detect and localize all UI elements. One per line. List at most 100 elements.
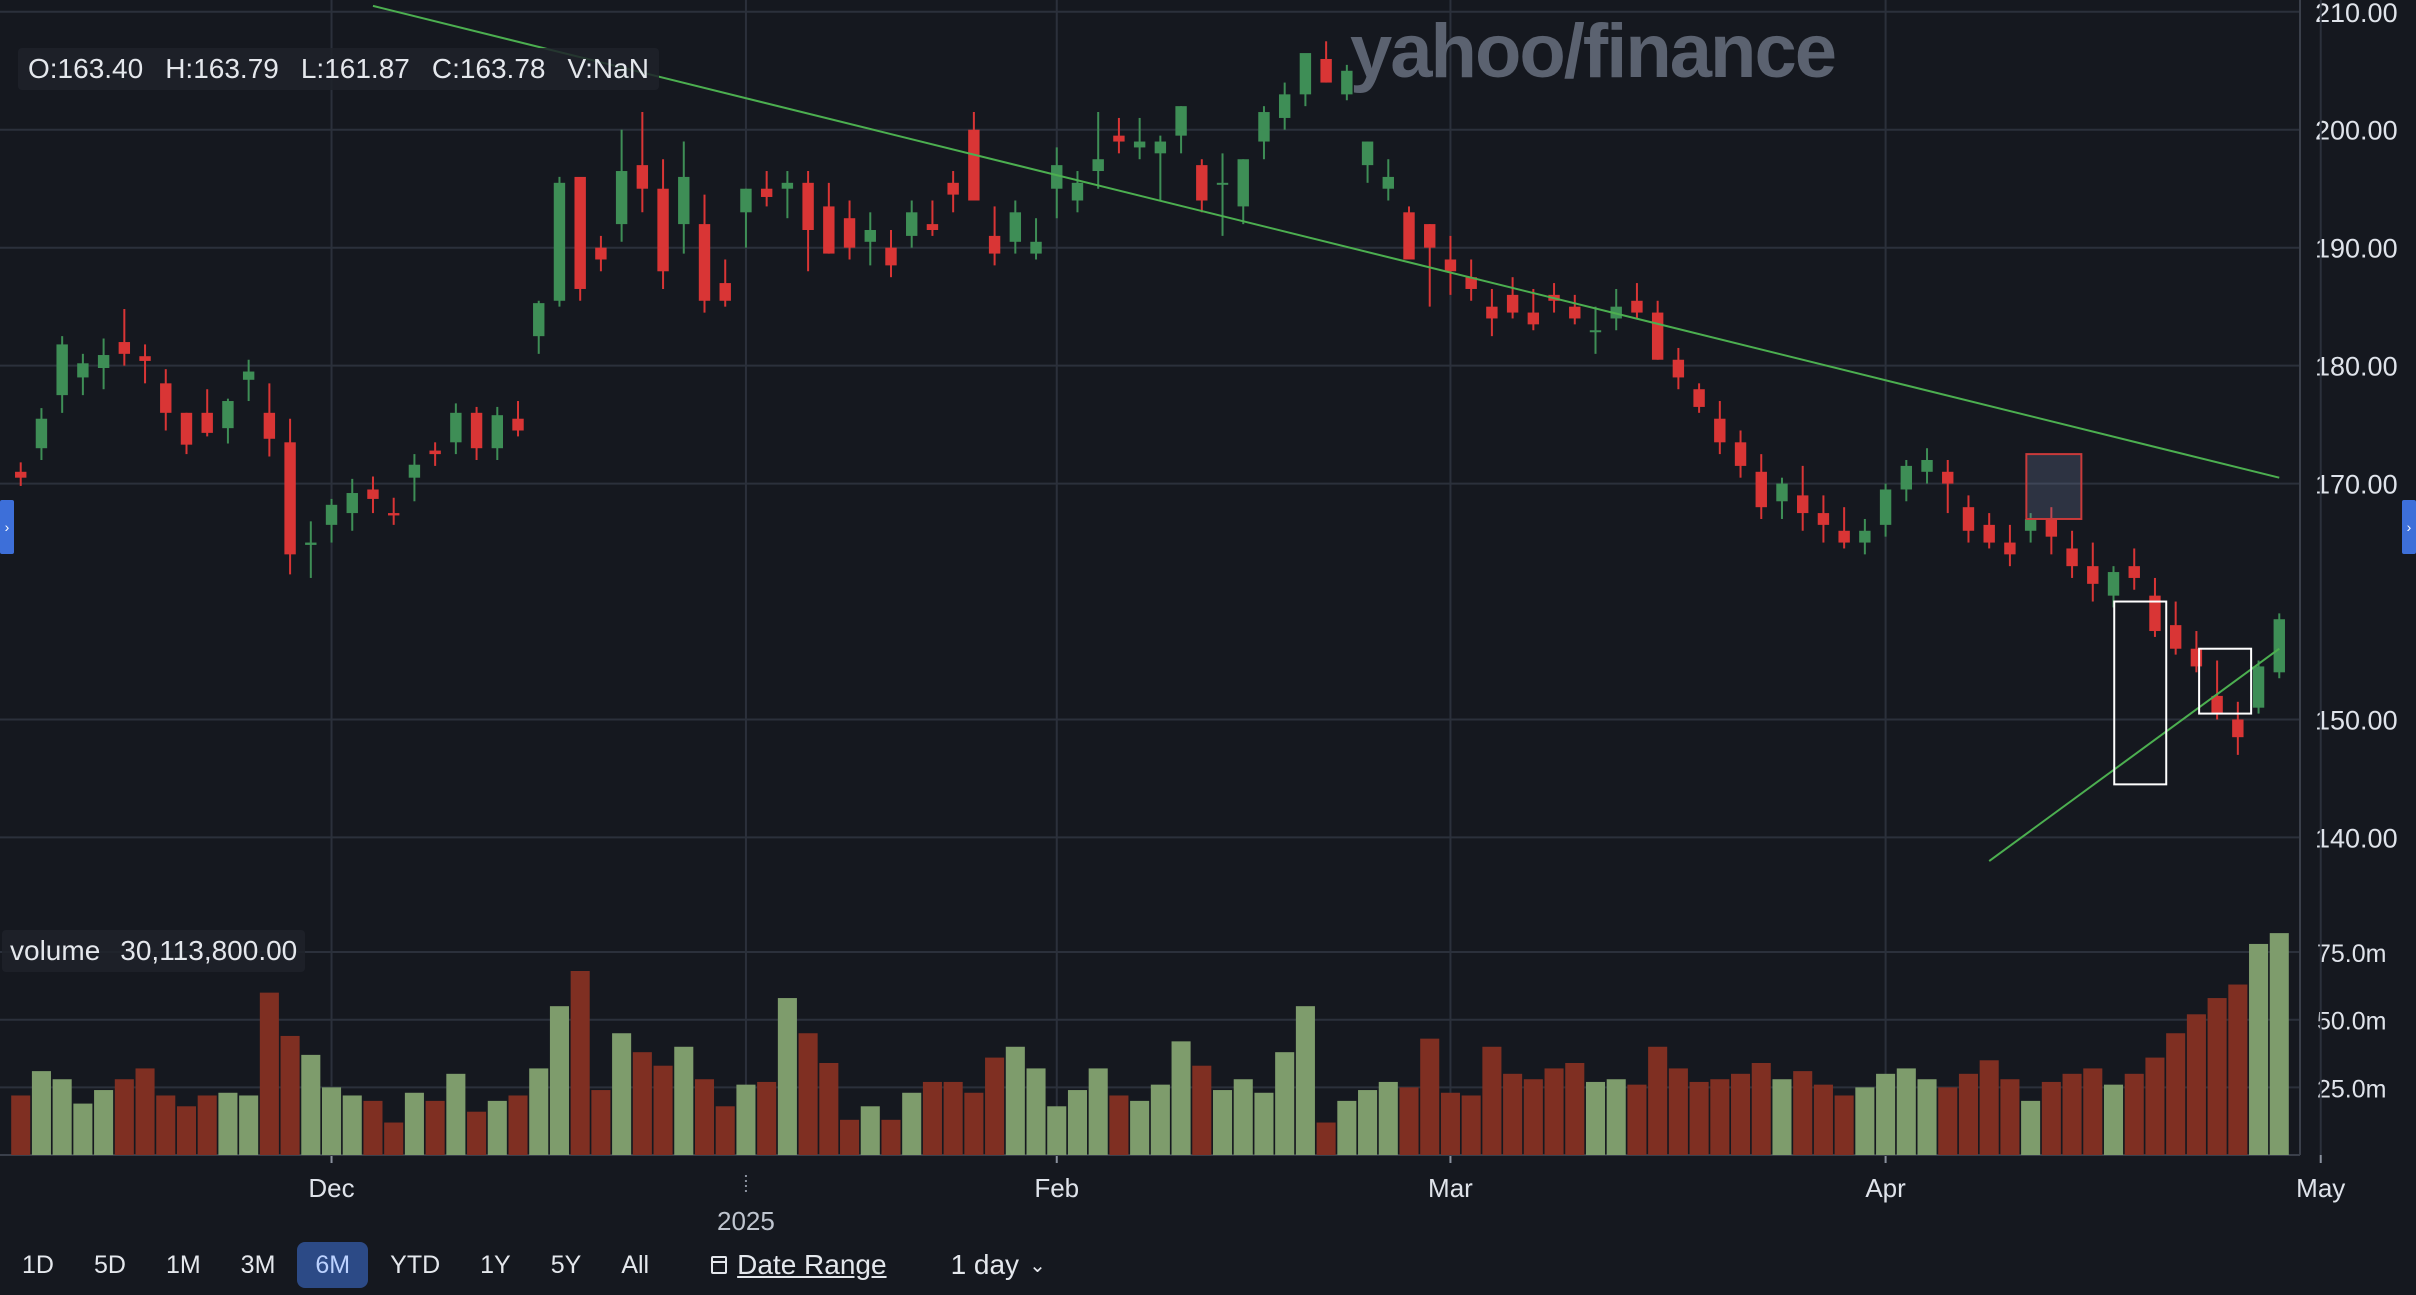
volume-bar bbox=[1606, 1079, 1626, 1155]
candle-body bbox=[906, 212, 918, 236]
volume-bar bbox=[259, 992, 279, 1155]
yahoo-finance-watermark: yahoo/finance bbox=[1350, 9, 1837, 94]
volume-bar bbox=[2083, 1068, 2103, 1155]
candle-body bbox=[1838, 530, 1850, 543]
volume-bar bbox=[1171, 1041, 1191, 1155]
range-1d-button[interactable]: 1D bbox=[22, 1250, 54, 1279]
range-ytd-button[interactable]: YTD bbox=[390, 1250, 441, 1279]
volume-bar bbox=[632, 1052, 652, 1155]
candle-body bbox=[1506, 294, 1519, 313]
volume-bar bbox=[1212, 1090, 1233, 1155]
trendline-ascending bbox=[1988, 647, 2280, 862]
volume-bar bbox=[591, 1090, 611, 1155]
interval-label: 1 day bbox=[950, 1249, 1020, 1280]
volume-bar bbox=[985, 1057, 1005, 1155]
candle-body bbox=[77, 363, 89, 378]
volume-bar bbox=[1461, 1095, 1481, 1155]
volume-bar bbox=[1855, 1087, 1875, 1155]
highlight-box bbox=[2025, 453, 2083, 520]
range-5d-button[interactable]: 5D bbox=[93, 1250, 126, 1279]
year-label: 2025 bbox=[717, 1206, 775, 1236]
volume-bar bbox=[653, 1065, 673, 1155]
volume-bar bbox=[404, 1092, 424, 1155]
volume-bar bbox=[922, 1081, 942, 1155]
volume-bar bbox=[1047, 1106, 1067, 1155]
interval-select[interactable]: 1 day ⌄ bbox=[951, 1249, 1046, 1281]
month-label: May bbox=[2296, 1173, 2345, 1203]
candle-body bbox=[450, 412, 462, 443]
candle-body bbox=[1320, 58, 1332, 83]
candle-body bbox=[2232, 719, 2244, 738]
volume-bar bbox=[342, 1095, 362, 1155]
volume-bar bbox=[487, 1100, 507, 1155]
candle-body bbox=[1154, 141, 1167, 154]
candle-body bbox=[346, 493, 358, 514]
volume-bar bbox=[570, 971, 590, 1155]
candle-body bbox=[1278, 94, 1291, 118]
candle-body bbox=[242, 371, 255, 380]
volume-bar bbox=[694, 1079, 715, 1155]
candle-body bbox=[512, 418, 524, 431]
volume-bar bbox=[135, 1068, 155, 1155]
candle-body bbox=[160, 383, 172, 413]
candle-body bbox=[1672, 359, 1685, 378]
candle-body bbox=[1569, 306, 1581, 319]
volume-bar bbox=[2000, 1079, 2020, 1155]
volume-bar bbox=[529, 1068, 549, 1155]
range-1m-button[interactable]: 1M bbox=[165, 1250, 201, 1279]
price-tick-label: 200.00 bbox=[2315, 116, 2398, 146]
candle-body bbox=[615, 171, 628, 225]
volume-bar bbox=[715, 1106, 735, 1155]
candle-body bbox=[636, 165, 649, 189]
range-all-button[interactable]: All bbox=[621, 1250, 650, 1279]
candle-body bbox=[139, 356, 151, 361]
candle-body bbox=[1693, 389, 1705, 407]
volume-bar bbox=[73, 1103, 93, 1155]
month-label: Mar bbox=[1428, 1173, 1473, 1203]
volume-bar bbox=[1585, 1081, 1606, 1155]
volume-legend: volume 30,113,800.00 bbox=[2, 930, 306, 972]
candle-body bbox=[201, 412, 213, 433]
range-3m-button[interactable]: 3M bbox=[240, 1250, 276, 1279]
candle-body bbox=[180, 412, 193, 445]
volume-bar bbox=[1523, 1079, 1543, 1155]
candle-body bbox=[1589, 330, 1602, 333]
chevron-down-icon: ⌄ bbox=[1029, 1254, 1046, 1277]
candle-body bbox=[1092, 159, 1104, 172]
right-panel-handle[interactable]: › bbox=[2402, 500, 2416, 554]
candle-body bbox=[1734, 442, 1747, 466]
volume-bar bbox=[11, 1095, 31, 1155]
range-6m-button[interactable]: 6M bbox=[297, 1242, 369, 1288]
candle-body bbox=[698, 224, 711, 301]
candle-body bbox=[1196, 165, 1208, 201]
candle-body bbox=[97, 355, 110, 368]
range-5y-button[interactable]: 5Y bbox=[550, 1250, 582, 1279]
candle-body bbox=[1299, 53, 1312, 95]
ohlc-close: C:163.78 bbox=[431, 53, 546, 84]
ohlc-high: H:163.79 bbox=[165, 53, 279, 84]
volume-bar bbox=[446, 1073, 466, 1155]
volume-bar bbox=[1399, 1087, 1419, 1155]
volume-bar bbox=[1295, 1006, 1315, 1155]
candle-body bbox=[595, 247, 607, 260]
left-panel-handle[interactable]: › bbox=[0, 500, 14, 554]
candle-body bbox=[1403, 212, 1415, 260]
date-range-button[interactable]: Date Range bbox=[711, 1249, 887, 1281]
volume-bar bbox=[1005, 1046, 1025, 1155]
highlight-box bbox=[2113, 600, 2168, 786]
volume-bar bbox=[1565, 1063, 1585, 1155]
volume-bar bbox=[301, 1054, 321, 1155]
volume-bar bbox=[777, 998, 797, 1155]
candle-body bbox=[574, 176, 586, 289]
range-1y-button[interactable]: 1Y bbox=[480, 1250, 511, 1279]
volume-bar bbox=[2103, 1084, 2124, 1155]
candle-body bbox=[1776, 483, 1788, 502]
volume-bar bbox=[964, 1092, 984, 1155]
volume-bar bbox=[1378, 1081, 1398, 1155]
candle-body bbox=[56, 344, 68, 396]
volume-bar bbox=[1503, 1073, 1523, 1155]
candle-body bbox=[1216, 182, 1229, 185]
candle-body bbox=[1486, 306, 1498, 319]
